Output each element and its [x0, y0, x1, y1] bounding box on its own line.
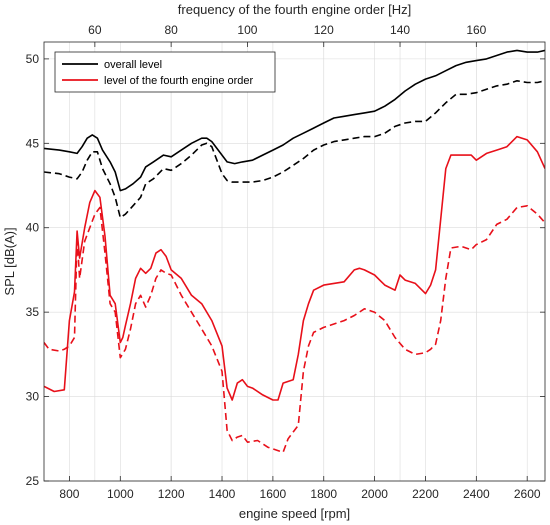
- x-tick-label: 2000: [361, 487, 388, 501]
- x-tick-label: 800: [59, 487, 79, 501]
- y-tick-label: 40: [26, 221, 40, 235]
- x-tick-label: 1600: [260, 487, 287, 501]
- top-x-tick-label: 100: [237, 23, 257, 37]
- x-tick-label: 1400: [209, 487, 236, 501]
- legend-box: [54, 51, 276, 93]
- y-tick-label: 50: [26, 52, 40, 66]
- series-layer: [44, 49, 545, 454]
- y-tick-label: 25: [26, 474, 40, 488]
- top-x-tick-label: 120: [314, 23, 334, 37]
- top-x-tick-label: 140: [390, 23, 410, 37]
- x-tick-label: 2200: [412, 487, 439, 501]
- y-tick-label: 45: [26, 136, 40, 150]
- y-tick-label: 35: [26, 305, 40, 319]
- axis-ticks: 800 1000 1200 1400 1600 1800 2000 2200 2400 2600 6…: [26, 23, 545, 501]
- legend: overall level level of the fourth engine…: [54, 51, 276, 93]
- x-tick-label: 1200: [158, 487, 185, 501]
- series-line-0-solid: [44, 49, 545, 192]
- series-line-1-dashed: [44, 80, 545, 219]
- x-axis-label: engine speed [rpm]: [239, 506, 350, 521]
- top-x-tick-label: 60: [88, 23, 102, 37]
- series-line-2-solid: [44, 135, 545, 401]
- x-tick-label: 2600: [514, 487, 541, 501]
- x-tick-label: 1800: [310, 487, 337, 501]
- top-x-tick-label: 80: [164, 23, 178, 37]
- y-axis-label: SPL [dB(A)]: [2, 227, 17, 295]
- top-x-axis-label: frequency of the fourth engine order [Hz…: [178, 2, 411, 17]
- x-tick-label: 1000: [107, 487, 134, 501]
- legend-label-fourth-order: level of the fourth engine order: [104, 75, 254, 87]
- top-x-tick-label: 160: [466, 23, 486, 37]
- plot-frame: [43, 41, 546, 482]
- legend-label-overall-level: overall level: [104, 59, 162, 71]
- y-tick-label: 30: [26, 390, 40, 404]
- grid-lines: [44, 42, 545, 482]
- x-tick-label: 2400: [463, 487, 490, 501]
